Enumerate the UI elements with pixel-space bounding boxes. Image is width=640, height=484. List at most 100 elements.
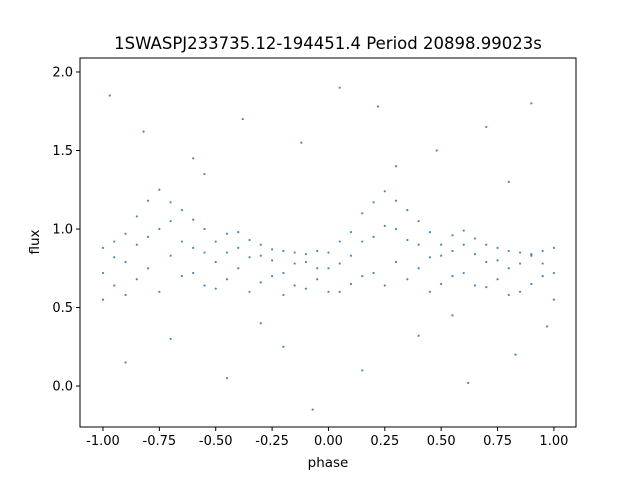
- data-point: [180, 240, 184, 243]
- data-point: [440, 282, 443, 286]
- data-point: [192, 246, 195, 249]
- data-point: [259, 243, 262, 246]
- data-point: [248, 256, 251, 259]
- data-point: [496, 259, 499, 262]
- data-point: [440, 254, 443, 257]
- x-axis-ticks: -1.00 -0.75 -0.50 -0.25 0.00 0.25 0.50 0.75 1.00: [86, 427, 568, 449]
- data-point: [192, 271, 195, 275]
- data-point: [361, 275, 364, 278]
- x-tick-label: 0.00: [314, 434, 343, 449]
- data-point: [124, 361, 127, 364]
- data-point: [142, 130, 145, 133]
- data-point: [485, 243, 488, 246]
- plot-frame: [79, 57, 577, 428]
- data-point: [158, 227, 161, 231]
- data-point: [440, 243, 443, 246]
- data-point: [293, 262, 296, 265]
- data-point: [282, 345, 285, 348]
- data-point: [467, 381, 470, 384]
- data-point: [383, 224, 386, 227]
- data-point: [225, 251, 229, 254]
- data-point: [316, 267, 319, 270]
- data-point: [203, 251, 206, 254]
- data-point: [203, 227, 206, 231]
- data-point: [372, 271, 375, 275]
- data-point: [417, 243, 420, 246]
- data-point: [169, 220, 172, 223]
- x-tick-label: -1.00: [86, 434, 120, 449]
- data-point: [507, 293, 510, 297]
- data-point: [485, 125, 488, 129]
- y-tick-label: 2.0: [52, 65, 73, 80]
- data-point: [417, 220, 420, 223]
- data-point: [451, 314, 454, 317]
- data-point: [349, 231, 353, 234]
- data-point: [473, 284, 477, 287]
- data-point: [282, 293, 285, 297]
- data-point: [270, 275, 274, 278]
- data-point: [113, 284, 116, 287]
- data-point: [394, 227, 398, 231]
- data-point: [135, 215, 138, 218]
- data-point: [349, 282, 353, 286]
- data-point: [383, 284, 386, 287]
- data-point: [214, 287, 217, 290]
- data-point: [311, 408, 314, 411]
- chart-title: 1SWASPJ233735.12-194451.4 Period 20898.9…: [114, 34, 542, 53]
- data-point: [293, 284, 296, 287]
- data-point: [518, 290, 522, 293]
- x-tick-label: 1.00: [539, 434, 568, 449]
- data-point: [316, 249, 319, 253]
- data-point: [327, 267, 330, 270]
- data-point: [417, 334, 420, 337]
- y-tick-label: 1.0: [52, 222, 73, 237]
- data-point: [406, 238, 409, 242]
- data-point: [101, 246, 105, 249]
- data-point: [180, 275, 184, 278]
- data-point: [541, 275, 544, 278]
- data-point: [248, 238, 251, 242]
- data-point: [293, 251, 296, 254]
- data-point: [507, 180, 510, 183]
- y-tick-label: 0.0: [52, 380, 73, 395]
- data-point: [349, 254, 353, 257]
- data-point: [462, 229, 465, 232]
- data-point: [146, 235, 150, 238]
- data-point: [406, 209, 409, 212]
- data-point: [428, 256, 432, 259]
- data-point: [282, 249, 285, 253]
- data-point: [237, 231, 240, 234]
- data-point: [124, 260, 127, 264]
- data-point: [485, 285, 488, 289]
- data-point: [361, 212, 364, 215]
- data-point: [530, 282, 533, 286]
- x-tick-label: -0.50: [199, 434, 233, 449]
- data-point: [316, 278, 319, 281]
- data-point: [327, 251, 330, 254]
- data-point: [327, 290, 330, 293]
- data-point: [361, 240, 364, 243]
- data-point: [169, 337, 172, 341]
- data-point: [237, 246, 240, 249]
- data-point: [507, 267, 510, 270]
- data-point: [192, 218, 195, 221]
- data-point: [237, 267, 240, 270]
- data-point: [394, 199, 398, 202]
- y-tick-label: 1.5: [52, 144, 73, 159]
- data-point: [541, 249, 544, 253]
- data-point: [376, 105, 380, 108]
- data-point: [451, 249, 454, 253]
- data-point: [259, 254, 262, 257]
- data-point: [462, 271, 465, 275]
- data-point: [304, 260, 308, 264]
- data-point: [383, 190, 386, 193]
- data-point: [514, 353, 517, 356]
- data-point: [338, 86, 341, 89]
- data-point: [203, 284, 206, 287]
- data-point: [282, 271, 285, 275]
- data-point: [113, 240, 116, 243]
- data-point: [496, 278, 499, 281]
- data-point: [225, 377, 229, 380]
- data-point: [158, 188, 161, 191]
